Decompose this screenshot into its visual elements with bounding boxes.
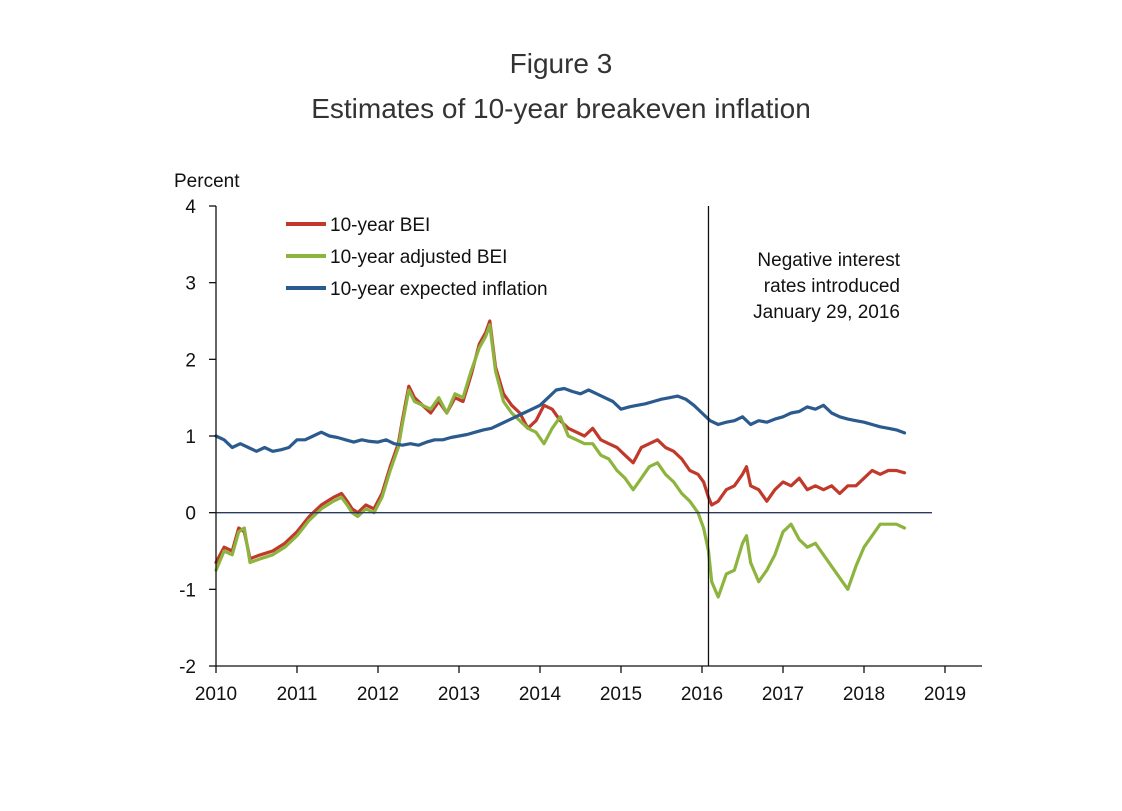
- x-tick-label: 2012: [357, 684, 399, 705]
- x-tick-label: 2016: [681, 684, 723, 705]
- y-tick-label: 2: [185, 350, 196, 371]
- x-tick-label: 2013: [438, 684, 480, 705]
- axes: [209, 205, 982, 673]
- series-lines: [214, 319, 907, 599]
- x-tick-label: 2018: [843, 684, 885, 705]
- legend-label-bei: 10-year BEI: [330, 215, 430, 236]
- x-tick-label: 2010: [195, 684, 237, 705]
- legend: 10-year BEI 10-year adjusted BEI 10-year e…: [286, 215, 548, 300]
- series-line-bei: [214, 319, 907, 565]
- x-tick-label: 2017: [762, 684, 804, 705]
- y-tick-label: 3: [185, 274, 196, 295]
- x-tick-label: 2011: [277, 684, 318, 705]
- series-line-expected: [214, 386, 907, 453]
- annotation-line: Negative interest: [757, 250, 900, 271]
- y-tick-label: 4: [185, 197, 196, 218]
- series-line-adjusted: [214, 323, 907, 599]
- figure-number: Figure 3: [509, 48, 613, 79]
- annotation-line: rates introduced: [764, 276, 900, 297]
- legend-label-adjusted: 10-year adjusted BEI: [330, 247, 507, 268]
- x-tick-label: 2014: [519, 684, 562, 705]
- x-tick-label: 2015: [600, 684, 642, 705]
- y-tick-label: 0: [185, 504, 196, 525]
- x-tick-label: 2019: [924, 684, 966, 705]
- annotation: Negative interest rates introduced January…: [753, 250, 901, 323]
- y-tick-label: 1: [185, 427, 196, 448]
- legend-label-expected: 10-year expected inflation: [330, 279, 548, 300]
- y-axis-label: Percent: [174, 171, 240, 192]
- tick-labels: 4 3 2 1 0 -1 -2 2010 2011 2012 2013 2014 2015 2016 201…: [179, 197, 966, 705]
- figure-title: Estimates of 10-year breakeven inflation: [311, 93, 811, 124]
- y-tick-label: -1: [179, 580, 196, 601]
- annotation-line: January 29, 2016: [753, 302, 900, 323]
- y-tick-label: -2: [179, 657, 196, 678]
